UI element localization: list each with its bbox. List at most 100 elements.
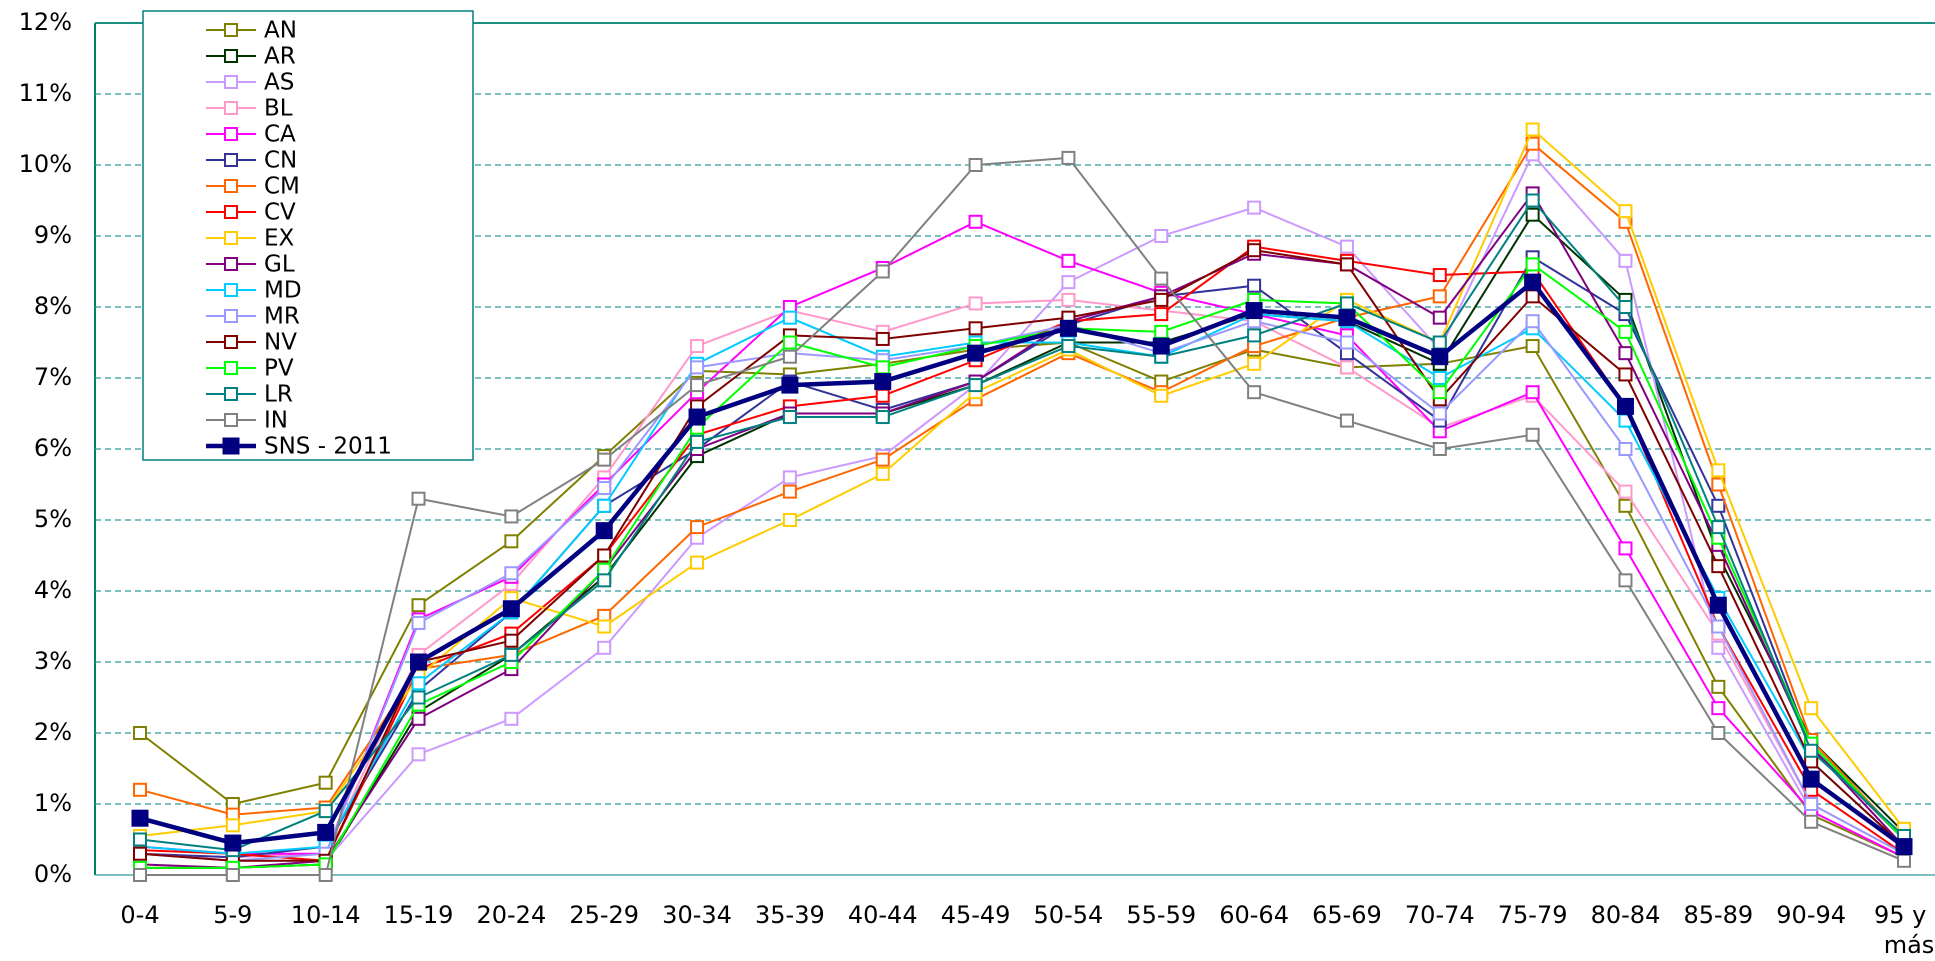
data-point [411,690,426,705]
data-point [1525,289,1540,304]
series-line [139,152,1905,862]
data-point [1618,442,1633,456]
data-point [782,335,797,350]
data-point [1804,797,1819,811]
series-line [139,278,1906,849]
legend-marker [224,49,238,63]
series-line [140,263,1905,869]
series-line [140,213,1905,869]
data-point [874,373,892,391]
data-point [1339,239,1354,254]
data-point [1616,397,1634,415]
legend-label: AR [264,44,296,70]
data-point [411,747,426,762]
data-point [504,509,519,524]
data-point [1711,701,1726,716]
data-point [781,376,799,394]
data-point [411,676,426,691]
data-point [782,513,797,527]
data-point [1804,743,1819,758]
plot [131,122,1913,882]
legend-marker [224,335,238,349]
data-point [318,804,333,819]
legend-label: CM [264,174,300,200]
data-point [597,481,612,496]
data-point [1618,300,1633,314]
legend-label: AN [264,18,297,44]
data-point [1525,339,1540,354]
data-point [1525,193,1540,208]
data-point [1711,498,1726,513]
x-tick-label: 40-44 [848,901,918,929]
data-point [411,491,426,506]
data-point [225,868,240,882]
data-point [1339,413,1354,428]
data-point [411,711,426,726]
legend-label: IN [264,408,288,434]
data-point [1711,520,1726,535]
legend-label: MR [264,304,300,330]
data-point [1525,207,1540,222]
data-point [317,823,335,841]
data-point [1709,596,1727,614]
legend-marker [224,257,238,271]
data-point [875,331,890,346]
data-point [968,296,983,311]
data-point [1432,335,1447,350]
legend-marker [224,205,238,219]
data-point [782,310,797,325]
x-tick-label: 15-19 [384,901,454,929]
data-point [225,818,240,833]
legend-marker [224,283,238,297]
legend-label: NV [264,330,297,356]
x-tick-label: 55-59 [1126,901,1196,929]
legend-box [142,10,474,461]
data-point [1339,257,1354,272]
x-tick-label: 10-14 [291,901,361,929]
series-line [139,127,1905,837]
data-point [1711,726,1726,740]
data-point [690,378,705,393]
x-tick-label: 80-84 [1591,901,1661,929]
x-tick-label: 95 y más [1874,901,1934,959]
data-point [133,846,147,861]
data-point [597,640,612,655]
y-tick-label: 3% [34,647,72,675]
data-point [1432,406,1447,421]
y-tick-label: 0% [34,860,72,888]
x-tick-label: 0-4 [120,901,159,929]
legend-marker [224,231,238,245]
data-point [1525,314,1540,329]
data-point [782,410,797,425]
y-tick-label: 7% [34,363,72,391]
data-point [1059,319,1077,337]
data-point [1618,346,1633,361]
x-tick-label: 20-24 [476,901,546,929]
data-point [133,868,147,882]
data-point [1152,337,1170,355]
legend-marker [224,413,238,427]
data-point [782,484,797,499]
data-point [318,775,333,790]
series-line [139,298,1905,859]
x-tick-label: 30-34 [662,901,732,929]
data-point [1618,367,1633,382]
legend-label: BL [264,96,293,122]
data-point [1247,278,1262,293]
data-point [1431,348,1449,366]
data-point [782,470,797,485]
data-point [1432,385,1447,400]
data-point [1618,253,1633,268]
x-tick-label: 90-94 [1776,901,1846,929]
data-point [1338,309,1356,327]
legend-marker [224,23,238,37]
data-point [1618,573,1633,588]
data-point [1247,243,1262,258]
data-point [133,726,147,740]
data-point [875,452,890,467]
data-point [1711,463,1726,478]
series-line [139,249,1905,862]
data-point [690,520,705,535]
data-point [133,782,147,797]
data-point [690,434,705,449]
